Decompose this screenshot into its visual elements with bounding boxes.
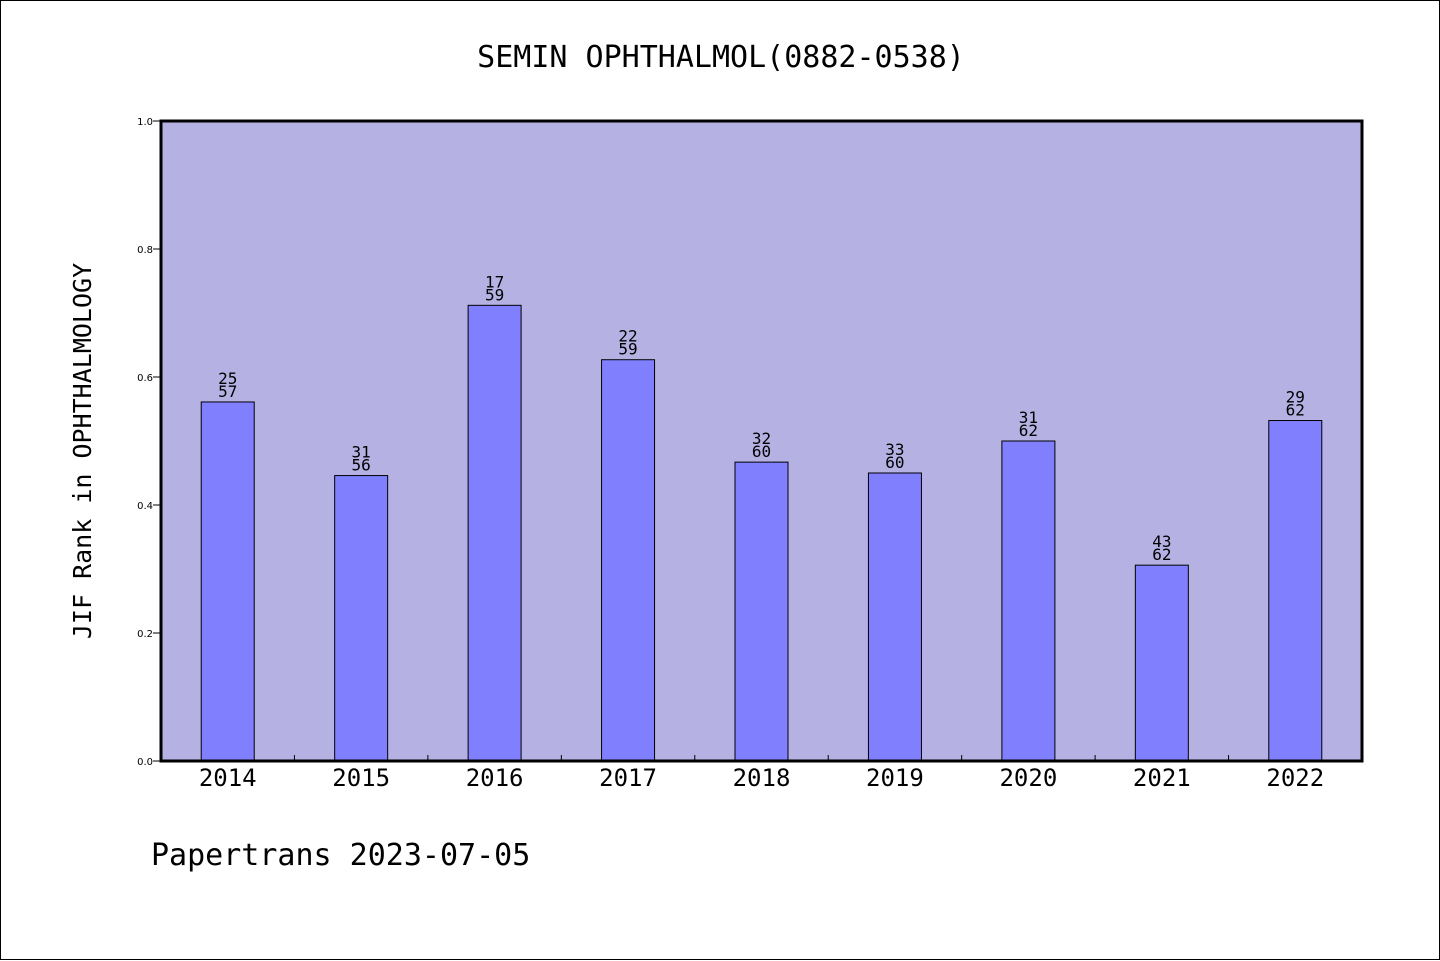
y-tick-label: 0.0 (137, 757, 153, 768)
y-tick-label: 0.6 (137, 373, 153, 384)
bar (601, 359, 656, 762)
x-tick-label: 2014 (199, 764, 257, 792)
x-tick-label: 2020 (999, 764, 1057, 792)
bar-label-total: 62 (1152, 545, 1171, 564)
bar-label-rank: 17 (485, 272, 504, 291)
bar-label-total: 57 (218, 382, 237, 401)
y-tick-label: 0.8 (137, 245, 153, 256)
bar (734, 461, 789, 762)
x-tick-label: 2021 (1133, 764, 1191, 792)
bar-label-total: 59 (618, 340, 637, 359)
x-axis: 2014 2015 2016 2017 2018 2019 2020 2021 2022 (199, 755, 1324, 792)
bar-label-rank: 43 (1152, 532, 1171, 551)
bar (867, 472, 922, 762)
bar-label-total: 60 (885, 453, 904, 472)
chart-title: SEMIN OPHTHALMOL(0882-0538) (477, 40, 965, 75)
y-axis-label: JIF Rank in OPHTHALMOLOGY (68, 263, 97, 639)
x-tick-label: 2022 (1266, 764, 1324, 792)
bar (334, 475, 389, 762)
bar-label-total: 62 (1286, 401, 1305, 420)
bar-series (200, 304, 1323, 762)
y-tick-label: 1.0 (137, 117, 153, 128)
y-axis: 0.0 0.2 0.4 0.6 0.8 1.0 (137, 117, 161, 768)
bar-label-total: 59 (485, 285, 504, 304)
y-tick-label: 0.4 (137, 501, 153, 512)
x-tick-label: 2018 (733, 764, 791, 792)
x-tick-label: 2019 (866, 764, 924, 792)
bar (1134, 564, 1189, 762)
bar-label-rank: 29 (1286, 388, 1305, 407)
bar-label-rank: 31 (352, 443, 371, 462)
bar-label-total: 60 (752, 442, 771, 461)
footer-text: Papertrans 2023-07-05 (151, 838, 530, 873)
x-tick-label: 2017 (599, 764, 657, 792)
bar (1268, 420, 1323, 762)
plot-border (159, 119, 1364, 763)
bar-label-rank: 25 (218, 369, 237, 388)
bar-label-rank: 32 (752, 429, 771, 448)
bar-label-total: 62 (1019, 421, 1038, 440)
x-tick-label: 2016 (466, 764, 524, 792)
bar-label-total: 56 (352, 456, 371, 475)
bar (200, 401, 255, 762)
bar (1001, 440, 1056, 762)
bar (467, 304, 522, 762)
bar-label-rank: 22 (618, 327, 637, 346)
x-tick-label: 2015 (332, 764, 390, 792)
bar-label-rank: 31 (1019, 408, 1038, 427)
bar-label-rank: 33 (885, 440, 904, 459)
y-tick-label: 0.2 (137, 629, 153, 640)
